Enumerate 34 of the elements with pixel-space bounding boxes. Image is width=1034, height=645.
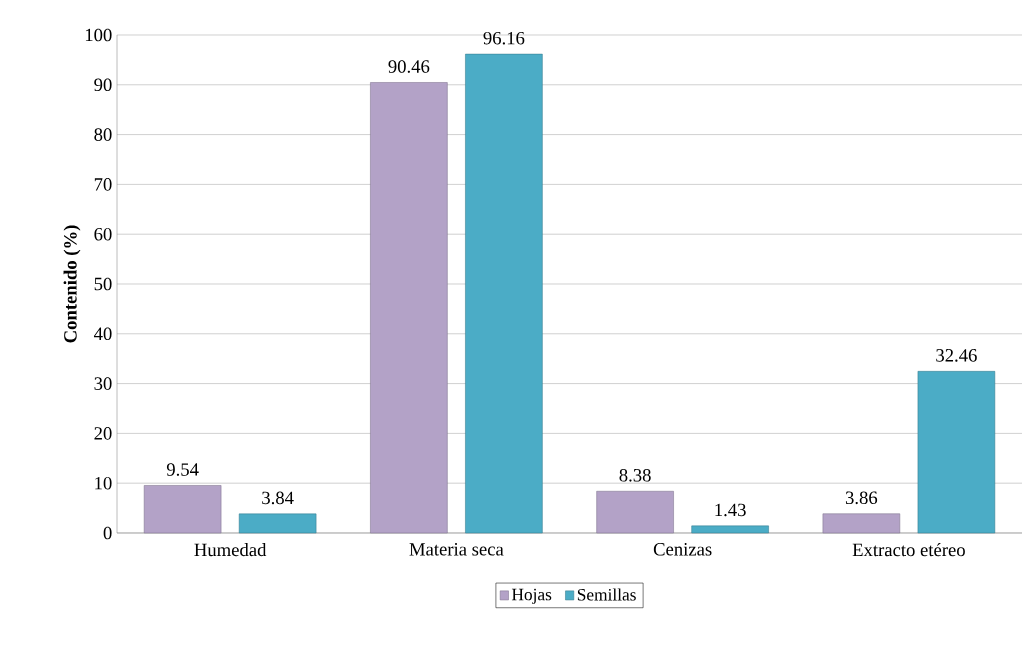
x-tick-label: Materia seca	[409, 543, 504, 556]
bar	[238, 513, 317, 534]
bar	[370, 82, 448, 534]
y-tick-label: 10	[95, 476, 112, 490]
x-tick-label: Cenizas	[653, 543, 712, 556]
y-tick-label: 0	[103, 526, 112, 540]
data-label: 3.86	[845, 491, 878, 505]
bar	[465, 53, 543, 534]
legend-label: Semillas	[577, 588, 636, 601]
y-tick-label: 100	[85, 28, 112, 42]
bar	[917, 371, 996, 534]
data-label: 96.16	[483, 31, 525, 45]
data-label: 8.38	[619, 468, 651, 482]
data-label: 3.84	[262, 491, 294, 505]
y-axis-title: Contenido (%)	[63, 225, 81, 343]
x-tick-label: Extracto etéreo	[852, 543, 965, 557]
y-tick-label: 60	[94, 227, 112, 241]
bar	[143, 485, 222, 534]
y-tick-label: 80	[94, 128, 112, 141]
x-tick-label: Humedad	[194, 543, 267, 557]
bar	[596, 490, 674, 534]
legend-label: Hojas	[511, 588, 552, 604]
y-tick-label: 90	[94, 78, 112, 92]
data-label: 32.46	[936, 349, 977, 362]
data-label: 90.46	[388, 60, 430, 73]
y-tick-label: 40	[93, 327, 112, 341]
bar	[822, 513, 901, 534]
y-tick-label: 30	[94, 377, 112, 390]
bar	[691, 525, 769, 534]
data-label: 1.43	[715, 503, 746, 517]
y-tick-label: 20	[94, 427, 112, 440]
data-label: 9.54	[166, 463, 199, 476]
y-tick-label: 70	[94, 178, 112, 191]
y-tick-label: 50	[94, 277, 112, 291]
